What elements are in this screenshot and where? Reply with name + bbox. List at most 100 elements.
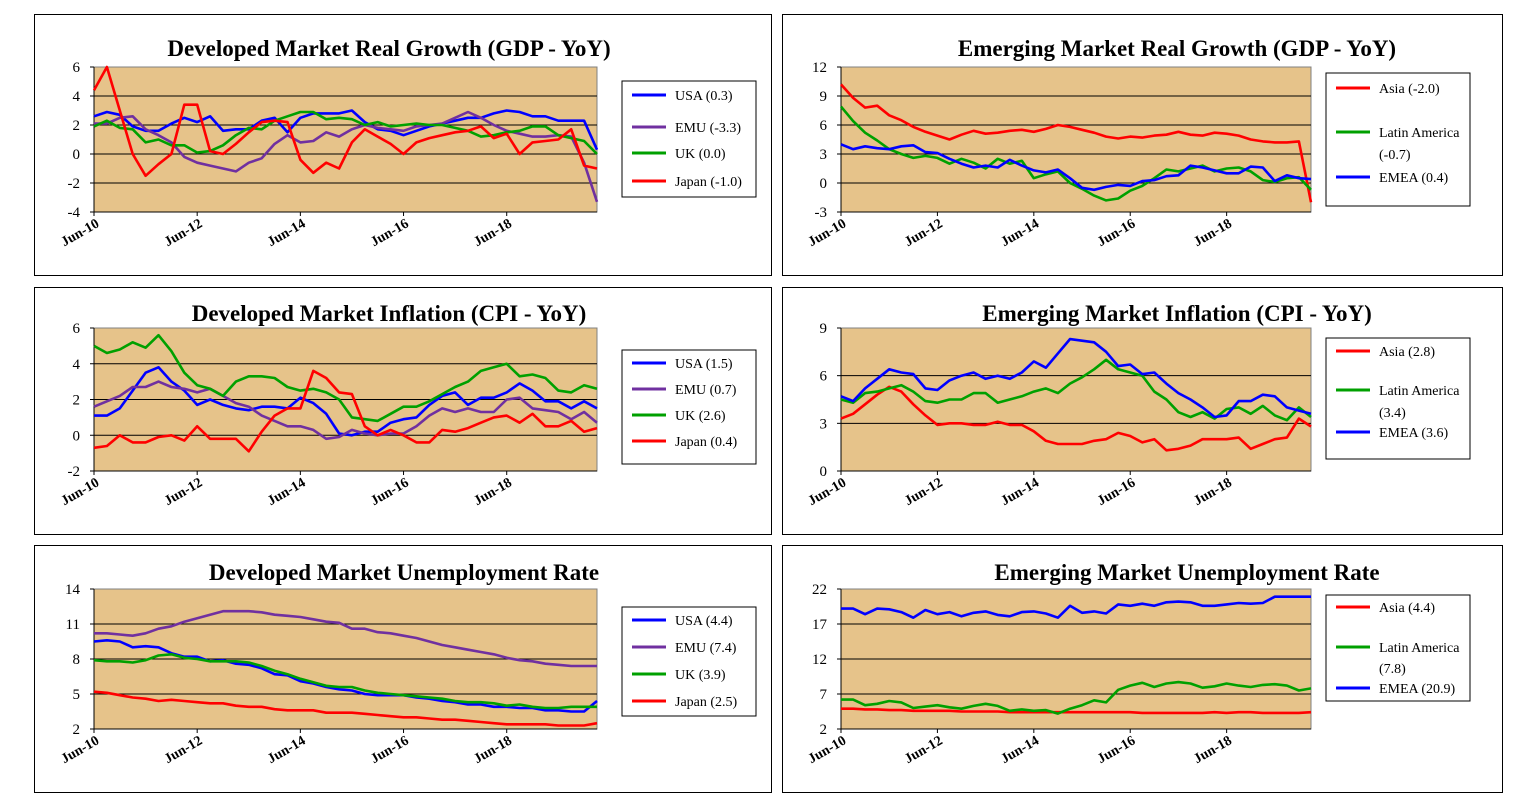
chart-dm-unemployment: Developed Market Unemployment Rate 14 11 8 5… [59,560,757,767]
legend-label-japan: Japan (0.4) [675,435,738,450]
legend-label-latin-america: (7.8) [1379,662,1406,677]
y-tick-label: 7 [820,687,828,703]
x-tick-label: Jun-16 [1095,733,1138,767]
chart-title: Emerging Market Unemployment Rate [994,560,1379,585]
y-tick-label: 14 [65,582,81,598]
legend [621,606,757,717]
y-tick-label: 8 [73,652,81,668]
series-line-emea [841,595,1311,619]
y-tick-label: 9 [820,89,828,105]
x-tick-label: Jun-18 [1191,216,1234,250]
chart-dm-gdp: Developed Market Real Growth (GDP - YoY)… [59,36,757,250]
chart-em-gdp: Emerging Market Real Growth (GDP - YoY) 1… [806,36,1471,250]
series-line-asia [840,385,1312,452]
x-tick-label: Jun-10 [59,733,102,767]
legend-label-asia: Asia (-2.0) [1379,82,1440,97]
chart-dm-cpi: Developed Market Inflation (CPI - YoY) 6 4… [59,301,757,509]
x-tick-label: Jun-12 [902,475,945,509]
x-tick-label: Jun-14 [999,475,1042,509]
y-tick-label: 12 [812,60,827,76]
x-tick-label: Jun-12 [162,216,205,250]
y-tick-label: 0 [73,147,81,163]
y-tick-label: -2 [68,464,81,480]
legend [1325,594,1471,702]
legend-label-emu: EMU (-3.3) [675,121,741,136]
x-tick-label: Jun-14 [265,733,308,767]
series-line-emu [94,609,597,668]
chart-title: Developed Market Inflation (CPI - YoY) [192,301,587,326]
y-tick-label: 6 [73,321,81,337]
series-line-japan [93,369,598,453]
x-tick-label: Jun-12 [902,733,945,767]
chart-title: Developed Market Real Growth (GDP - YoY) [167,36,610,61]
x-tick-label: Jun-12 [162,475,205,509]
y-tick-label: 6 [820,118,828,134]
chart-panel-em-cpi: Emerging Market Inflation (CPI - YoY) 9 6 3… [782,287,1503,535]
series-line-emea [840,337,1312,419]
x-tick-label: Jun-10 [806,475,849,509]
x-tick-label: Jun-12 [162,733,205,767]
x-tick-label: Jun-14 [999,733,1042,767]
plot-area [93,66,598,213]
series-line-latin-america [841,680,1312,715]
x-tick-label: Jun-16 [1095,475,1138,509]
series-line-japan [92,65,598,178]
legend-label-uk: UK (3.9) [675,668,726,683]
y-tick-label: 3 [820,416,828,432]
legend-label-asia: Asia (2.8) [1379,345,1435,360]
x-tick-label: Jun-12 [902,216,945,250]
y-tick-label: 2 [820,722,828,738]
legend-label-uk: UK (0.0) [675,147,726,162]
y-tick-label: 4 [73,357,81,373]
legend-label-latin-america: Latin America [1379,126,1460,141]
y-tick-label: 2 [73,722,81,738]
series-line-uk [93,653,597,710]
legend-label-emu: EMU (7.4) [675,641,737,656]
x-tick-label: Jun-18 [1191,475,1234,509]
chart-title: Developed Market Unemployment Rate [209,560,599,585]
x-tick-label: Jun-10 [806,733,849,767]
chart-em-cpi: Emerging Market Inflation (CPI - YoY) 9 6 3… [806,301,1471,509]
x-tick-label: Jun-18 [472,216,515,250]
plot-area [840,66,1312,213]
legend-label-latin-america: (-0.7) [1379,148,1411,163]
legend-label-usa: USA (4.4) [675,614,733,629]
y-tick-label: -2 [68,176,81,192]
legend-label-usa: USA (1.5) [675,357,733,372]
y-tick-label: 6 [820,369,828,385]
plot-area [840,327,1312,472]
x-tick-label: Jun-16 [368,733,411,767]
chart-title: Emerging Market Real Growth (GDP - YoY) [958,36,1396,61]
legend-label-emea: EMEA (0.4) [1379,171,1449,186]
x-tick-label: Jun-16 [368,216,411,250]
series-line-asia [840,83,1313,203]
chart-em-unemployment: Emerging Market Unemployment Rate 22 17 12 7… [806,560,1471,767]
x-tick-label: Jun-18 [1191,733,1234,767]
chart-panel-dm-cpi: Developed Market Inflation (CPI - YoY) 6 4… [34,287,772,535]
series-line-usa [93,109,599,151]
x-tick-label: Jun-14 [265,475,308,509]
y-tick-label: 3 [820,147,828,163]
legend [1325,337,1471,460]
y-tick-label: 17 [812,617,828,633]
legend [621,349,757,465]
legend-label-uk: UK (2.6) [675,409,726,424]
series-line-emu [93,380,598,441]
y-tick-label: 0 [820,464,828,480]
chart-panel-em-unemployment: Emerging Market Unemployment Rate 22 17 12 7… [782,545,1503,793]
y-tick-label: 2 [73,393,81,409]
x-tick-label: Jun-14 [999,216,1042,250]
chart-title: Emerging Market Inflation (CPI - YoY) [982,301,1371,326]
legend-label-japan: Japan (2.5) [675,695,738,710]
x-tick-label: Jun-18 [472,475,515,509]
chart-panel-dm-unemployment: Developed Market Unemployment Rate 14 11 8 5… [34,545,772,793]
y-tick-label: 9 [820,321,828,337]
legend-label-latin-america: Latin America [1379,641,1460,656]
x-tick-label: Jun-10 [806,216,849,250]
legend-label-latin-america: Latin America [1379,384,1460,399]
chart-panel-em-gdp: Emerging Market Real Growth (GDP - YoY) 1… [782,14,1503,276]
y-tick-label: -3 [815,205,828,221]
x-tick-label: Jun-18 [472,733,515,767]
legend [621,80,757,198]
legend-label-japan: Japan (-1.0) [675,175,742,190]
